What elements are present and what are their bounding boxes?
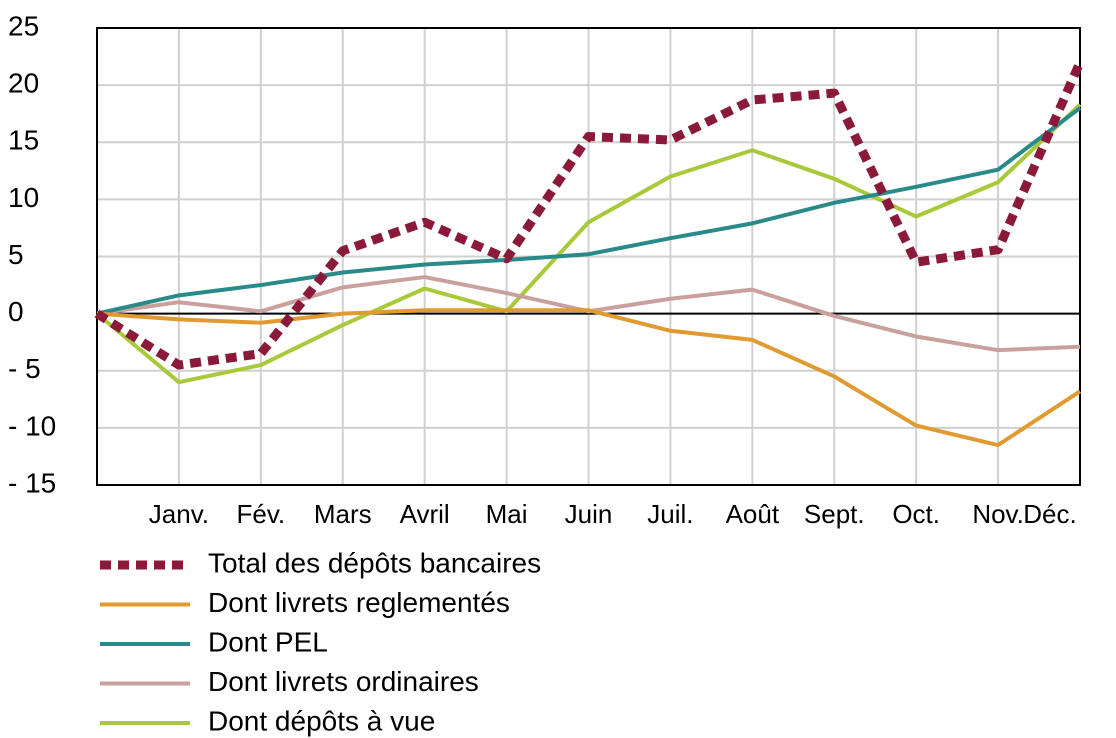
legend-label: Dont livrets ordinaires	[208, 666, 479, 697]
x-tick-label: Août	[726, 499, 780, 529]
x-tick-label: Janv.	[149, 499, 209, 529]
x-tick-label: Juin	[565, 499, 613, 529]
x-tick-label: Déc.	[1023, 499, 1076, 529]
y-tick-label: 0	[8, 296, 24, 327]
y-tick-label: 25	[8, 10, 39, 41]
x-tick-label: Oct.	[892, 499, 940, 529]
x-tick-label: Nov.	[972, 499, 1024, 529]
y-tick-label: - 5	[8, 353, 41, 384]
legend-label: Dont livrets reglementés	[208, 587, 510, 618]
legend-label: Dont dépôts à vue	[208, 705, 435, 736]
y-tick-label: 5	[8, 239, 24, 270]
y-tick-label: - 15	[8, 467, 56, 498]
y-tick-label: 15	[8, 125, 39, 156]
series-line	[95, 103, 1082, 385]
legend-label: Dont PEL	[208, 626, 328, 657]
plot-frame	[96, 27, 1081, 486]
x-tick-label: Juil.	[647, 499, 693, 529]
x-tick-label: Fév.	[237, 499, 286, 529]
y-tick-label: 20	[8, 68, 39, 99]
x-tick-label: Mars	[314, 499, 372, 529]
series-line	[96, 106, 1082, 316]
x-tick-label: Sept.	[804, 499, 865, 529]
y-tick-label: 10	[8, 182, 39, 213]
x-tick-label: Mai	[486, 499, 528, 529]
x-tick-label: Avril	[400, 499, 450, 529]
series-line	[96, 308, 1082, 448]
series-line	[94, 60, 1085, 370]
y-tick-label: - 10	[8, 410, 56, 441]
legend-label: Total des dépôts bancaires	[208, 547, 541, 578]
